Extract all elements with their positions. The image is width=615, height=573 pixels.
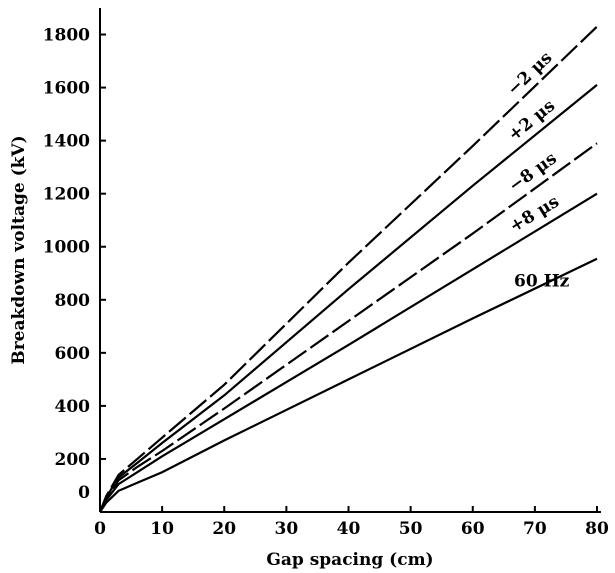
series-layer	[98, 25, 598, 513]
y-tick-label: 1800	[43, 26, 90, 46]
y-tick-label: 1200	[43, 185, 90, 205]
series-line	[98, 84, 598, 513]
y-tick-label: 0	[78, 483, 90, 503]
x-tick-label: 60	[461, 519, 485, 539]
series-line	[99, 192, 598, 513]
y-tick-label: 200	[55, 450, 91, 470]
y-tick-label: 800	[55, 291, 91, 311]
y-tick-label: 1400	[43, 132, 90, 152]
x-tick-label: 80	[585, 519, 609, 539]
x-tick-label: 30	[275, 519, 299, 539]
y-tick-label: 1000	[43, 238, 90, 258]
y-tick-label: 1600	[43, 79, 90, 99]
x-tick-label: 0	[94, 519, 106, 539]
y-tick-label: 600	[55, 344, 91, 364]
series-line	[99, 142, 598, 513]
series-line	[98, 25, 598, 513]
y-tick-label: 400	[55, 397, 91, 417]
x-tick-label: 70	[523, 519, 547, 539]
x-axis-title: Gap spacing (cm)	[266, 550, 433, 570]
series-label: +8 μs	[506, 192, 563, 237]
x-tick-label: 40	[337, 519, 361, 539]
y-axis-title: Breakdown voltage (kV)	[9, 135, 29, 364]
x-tick-label: 10	[150, 519, 174, 539]
series-label: 60 Hz	[514, 271, 570, 291]
x-tick-label: 50	[399, 519, 423, 539]
x-tick-label: 20	[212, 519, 236, 539]
series-line	[99, 257, 598, 513]
axes: 0 10 20 30 40 50 60 70 80 200 400 600 800 1000 1200 140…	[43, 8, 609, 539]
